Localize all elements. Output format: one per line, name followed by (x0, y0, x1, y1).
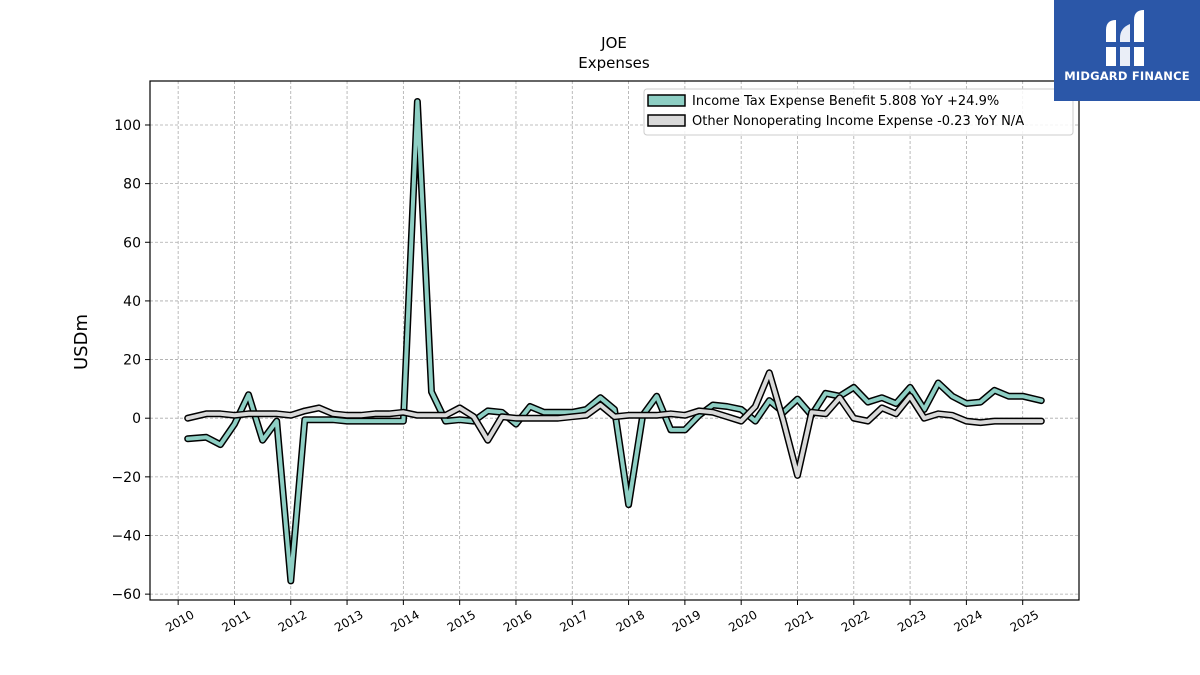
grid-lines (150, 81, 1079, 600)
x-tick-label: 2011 (220, 607, 253, 634)
x-tick-label: 2023 (895, 607, 928, 634)
y-tick-label: 0 (132, 411, 141, 427)
legend: Income Tax Expense Benefit 5.808 YoY +24… (643, 88, 1074, 136)
x-tick-label: 2020 (726, 607, 759, 634)
legend-swatch-1 (647, 114, 686, 127)
series-line-outline-0 (184, 98, 1045, 585)
series-line-1 (185, 370, 1044, 478)
x-tick-label: 2022 (839, 607, 872, 634)
series-line-0 (185, 99, 1044, 583)
logo-text: MIDGARD FINANCE (1064, 69, 1190, 83)
plot-frame (149, 80, 1080, 601)
chart-title: JOE (600, 34, 627, 52)
x-tick-label: 2017 (557, 607, 590, 634)
y-tick-label: 20 (123, 353, 141, 369)
x-tick-label: 2013 (332, 607, 365, 634)
y-tick-label: 80 (123, 177, 141, 193)
x-tick-label: 2021 (783, 607, 816, 634)
legend-label-1: Other Nonoperating Income Expense -0.23 … (692, 114, 1024, 129)
axes: 100 80 60 40 20 0 −20 −40 −60 2010 2011 2012 2013 201… (111, 80, 1080, 635)
y-tick-label: −60 (111, 587, 141, 603)
series-layer (184, 98, 1045, 585)
y-axis-label: USDm (71, 314, 92, 370)
midgard-finance-logo: MIDGARD FINANCE (1054, 0, 1200, 101)
x-tick-label: 2018 (614, 607, 647, 634)
y-tick-label: 100 (114, 118, 141, 134)
x-tick-label: 2010 (163, 607, 196, 634)
legend-box (643, 88, 1074, 136)
chart-subtitle: Expenses (578, 54, 650, 72)
x-tick-label: 2015 (445, 607, 478, 634)
x-tick-label: 2024 (951, 607, 984, 634)
x-tick-label: 2019 (670, 607, 703, 634)
x-tick-label: 2025 (1008, 607, 1041, 634)
legend-label-0: Income Tax Expense Benefit 5.808 YoY +24… (692, 94, 999, 109)
x-tick-label: 2016 (501, 607, 534, 634)
legend-swatch-0 (647, 94, 686, 107)
y-tick-label: 40 (123, 294, 141, 310)
x-tick-label: 2012 (276, 607, 309, 634)
y-tick-label: −20 (111, 470, 141, 486)
y-tick-label: 60 (123, 235, 141, 251)
midgard-mark-icon (1102, 10, 1152, 66)
x-tick-label: 2014 (388, 607, 421, 634)
y-tick-label: −40 (111, 528, 141, 544)
